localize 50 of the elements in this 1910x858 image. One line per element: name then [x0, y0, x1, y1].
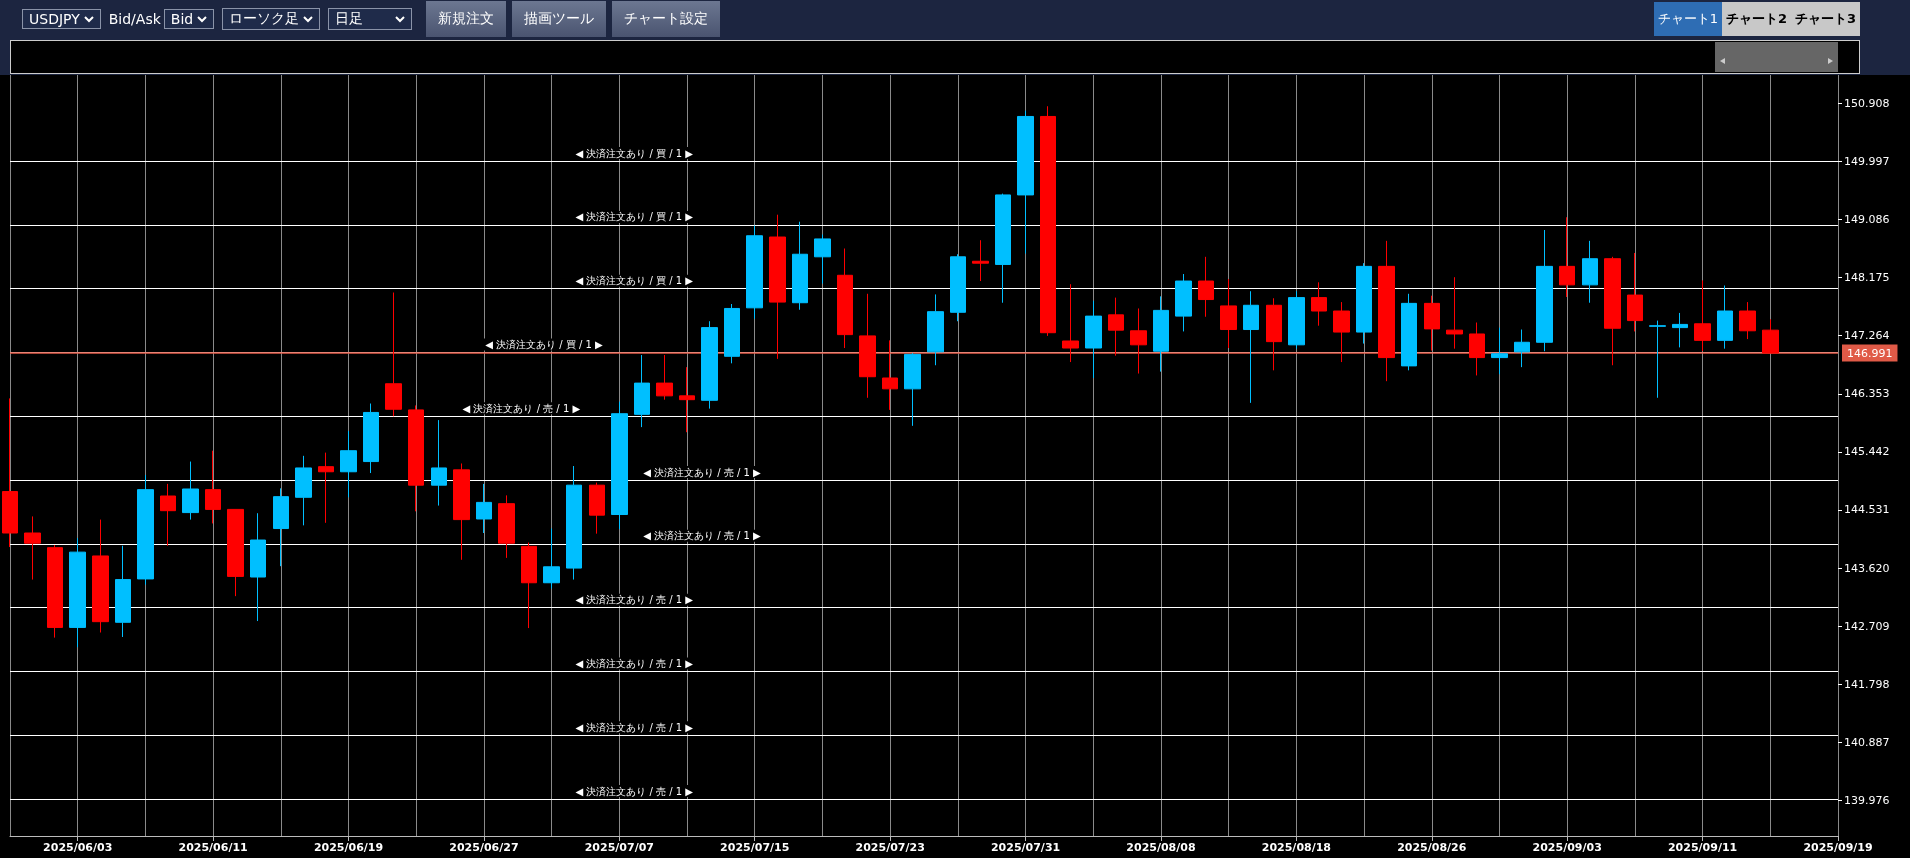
- y-tick-label: 149.086: [1844, 212, 1890, 226]
- x-tick-label: 2025/07/07: [584, 841, 654, 854]
- text: チャート1: [1653, 2, 1722, 36]
- text: ローソク足: [229, 10, 300, 28]
- x-tick-label: 2025/07/31: [990, 841, 1061, 854]
- ref-line-label: ◀ 決済注文あり / 売 / 1 ▶: [575, 785, 694, 797]
- text: Bid/Ask: [108, 11, 161, 27]
- y-tick-label: 148.175: [1844, 271, 1890, 285]
- ref-line-label: ◀ 決済注文あり / 買 / 1 ▶: [575, 147, 694, 159]
- ref-line-label: 146.991: [1847, 346, 1893, 360]
- ref-line-label: ◀ 決済注文あり / 売 / 1 ▶: [462, 402, 581, 414]
- x-tick-label: 2025/07/23: [855, 841, 925, 854]
- y-tick-label: 150.908: [1844, 96, 1890, 110]
- x-tick-label: 2025/06/27: [449, 841, 519, 854]
- ref-line-label: ◀ 決済注文あり / 売 / 1 ▶: [575, 721, 694, 733]
- ref-line-label: ◀ 決済注文あり / 買 / 1 ▶: [575, 275, 694, 287]
- ref-line-label: ◀ 決済注文あり / 買 / 1 ▶: [575, 211, 694, 223]
- ref-line-label: ◀ 決済注文あり / 買 / 1 ▶: [485, 338, 604, 350]
- x-tick-label: 2025/08/08: [1126, 841, 1196, 854]
- text: 新規注文: [426, 1, 507, 37]
- text: USDJPY: [29, 11, 80, 27]
- y-tick-label: 149.997: [1844, 154, 1890, 168]
- y-tick-label: 145.442: [1844, 445, 1890, 459]
- ref-line-label: ◀ 決済注文あり / 売 / 1 ▶: [575, 657, 694, 669]
- y-tick-label: 144.531: [1844, 503, 1890, 517]
- y-tick-label: 142.709: [1844, 619, 1890, 633]
- x-tick-label: 2025/06/03: [43, 841, 113, 854]
- y-tick-label: 147.264: [1844, 329, 1890, 343]
- x-tick-label: 2025/08/18: [1261, 841, 1331, 854]
- x-tick-label: 2025/06/11: [178, 841, 248, 854]
- ref-line-label: ◀ 決済注文あり / 売 / 1 ▶: [643, 466, 761, 478]
- text: チャート設定: [612, 1, 721, 37]
- y-tick-label: 141.798: [1844, 677, 1890, 691]
- ref-line-label: ◀ 決済注文あり / 売 / 1 ▶: [643, 530, 761, 542]
- x-tick-label: 2025/09/11: [1667, 841, 1738, 854]
- y-tick-label: 143.620: [1844, 561, 1890, 575]
- text: チャート2: [1721, 2, 1791, 36]
- y-tick-label: 139.976: [1844, 794, 1890, 808]
- text: Bid: [170, 11, 194, 27]
- x-tick-label: 2025/06/19: [313, 841, 384, 854]
- y-tick-label: 140.887: [1844, 735, 1890, 749]
- text: チャート3: [1790, 2, 1860, 36]
- text: 日足: [335, 10, 364, 28]
- x-tick-label: 2025/08/26: [1397, 841, 1467, 854]
- text: 描画ツール: [512, 1, 607, 37]
- y-tick-label: 146.353: [1844, 387, 1890, 401]
- x-tick-label: 2025/09/03: [1532, 841, 1602, 854]
- x-tick-label: 2025/07/15: [720, 841, 790, 854]
- ref-line-label: ◀ 決済注文あり / 売 / 1 ▶: [575, 594, 694, 606]
- x-tick-label: 2025/09/19: [1803, 841, 1873, 854]
